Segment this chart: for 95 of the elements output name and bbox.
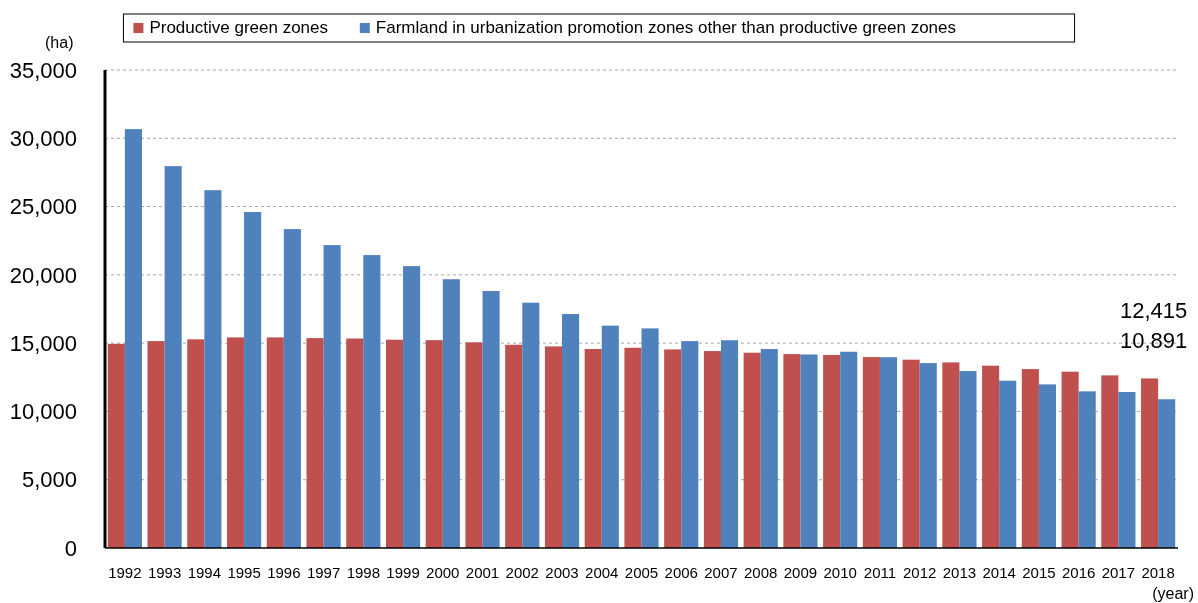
x-tick-label: 1995 <box>227 564 261 581</box>
x-tick-label: 1997 <box>306 564 341 581</box>
bar <box>681 341 699 548</box>
x-tick-label: 2005 <box>624 564 659 581</box>
bar <box>641 328 659 548</box>
y-tick-label: 25,000 <box>9 194 77 220</box>
bar <box>760 349 778 548</box>
bar <box>1118 392 1136 548</box>
bar <box>403 266 421 548</box>
bar <box>306 338 324 548</box>
x-tick-label: 1993 <box>147 564 182 581</box>
bar <box>919 363 937 548</box>
bar <box>1021 369 1039 548</box>
x-tick-label: 1999 <box>386 564 420 581</box>
bar <box>283 229 301 548</box>
x-tick-label: 2018 <box>1141 564 1175 581</box>
y-axis-title: (ha) <box>45 34 74 51</box>
bar <box>942 362 960 548</box>
x-tick-label: 2010 <box>823 564 857 581</box>
x-axis-title: (year) <box>1152 585 1194 602</box>
bar <box>187 339 205 548</box>
bar <box>425 340 443 548</box>
x-tick-label: 2011 <box>863 564 897 581</box>
bar <box>1141 378 1159 548</box>
bar <box>999 380 1017 548</box>
bar <box>465 342 483 548</box>
x-tick-label: 2007 <box>704 564 738 581</box>
x-tick-label: 2002 <box>505 564 539 581</box>
bar <box>482 290 500 548</box>
bar <box>743 352 761 548</box>
bar <box>147 341 165 548</box>
x-tick-label: 1996 <box>267 564 301 581</box>
bar <box>562 314 580 548</box>
bar <box>879 357 898 548</box>
bar <box>823 355 841 548</box>
bar <box>244 212 262 548</box>
bar <box>164 166 182 548</box>
x-tick-label: 1994 <box>187 564 222 581</box>
bar <box>385 339 404 548</box>
bar <box>363 255 381 548</box>
y-tick-label: 0 <box>64 535 77 561</box>
bar <box>124 129 142 548</box>
bar <box>601 325 619 548</box>
x-tick-label: 2004 <box>585 564 619 581</box>
bar <box>703 351 721 548</box>
y-tick-label: 15,000 <box>9 330 77 356</box>
y-tick-label: 30,000 <box>9 125 77 151</box>
x-tick-label: 2008 <box>744 564 778 581</box>
bar <box>266 337 284 548</box>
bar <box>522 302 540 548</box>
x-tick-label: 2000 <box>426 564 460 581</box>
x-tick-label: 2014 <box>982 564 1016 581</box>
x-tick-label: 2009 <box>783 564 818 581</box>
y-tick-label: 5,000 <box>21 467 77 493</box>
bar <box>982 365 1000 548</box>
bar <box>204 190 222 548</box>
x-tick-label: 2003 <box>545 564 579 581</box>
x-tick-label: 1992 <box>108 564 142 581</box>
bar <box>783 354 801 548</box>
x-tick-label: 2012 <box>903 564 937 581</box>
x-tick-label: 2006 <box>664 564 698 581</box>
bar <box>902 359 920 548</box>
legend-label: Productive green zones <box>149 18 329 37</box>
bar <box>959 371 977 548</box>
bar <box>862 357 880 548</box>
y-tick-label: 20,000 <box>9 262 77 288</box>
bar <box>227 337 245 548</box>
bar <box>346 338 364 548</box>
bar <box>584 349 602 548</box>
x-tick-label: 2017 <box>1101 564 1136 581</box>
data-label: 12,415 <box>1119 298 1188 324</box>
bar <box>107 343 125 548</box>
bar <box>505 344 523 548</box>
bar <box>1038 384 1056 548</box>
data-label: 10,891 <box>1119 328 1188 354</box>
x-tick-label: 2015 <box>1022 564 1056 581</box>
y-tick-label: 10,000 <box>9 399 77 425</box>
bar <box>1078 391 1096 548</box>
bar <box>800 354 818 548</box>
y-tick-label: 35,000 <box>9 57 77 83</box>
bar <box>1158 399 1176 548</box>
bar <box>442 279 460 548</box>
x-tick-label: 2001 <box>465 564 500 581</box>
legend-label: Farmland in urbanization promotion zones other than productive green zones <box>375 18 957 37</box>
bar <box>1101 375 1119 548</box>
bar <box>544 346 563 548</box>
bar <box>840 351 858 548</box>
bar <box>664 349 682 548</box>
x-tick-label: 2016 <box>1061 564 1096 581</box>
bar <box>323 245 341 548</box>
x-tick-label: 1998 <box>346 564 380 581</box>
bar <box>1061 371 1079 548</box>
bar <box>720 340 739 548</box>
x-tick-label: 2013 <box>942 564 977 581</box>
bar <box>624 347 642 548</box>
